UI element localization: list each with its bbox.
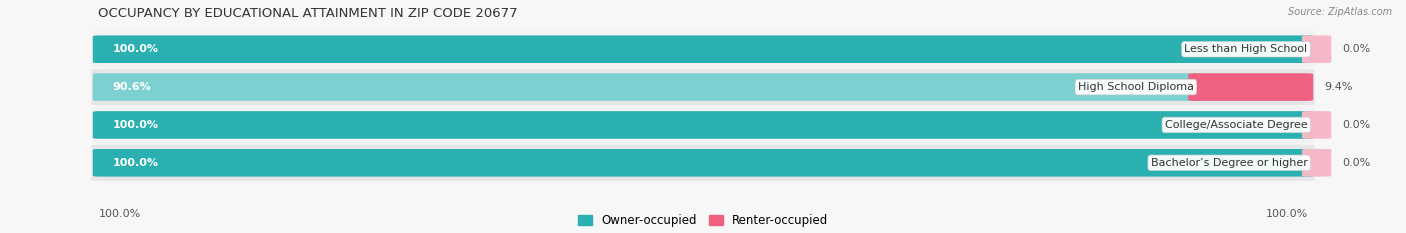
FancyBboxPatch shape: [93, 111, 1313, 139]
Text: College/Associate Degree: College/Associate Degree: [1164, 120, 1308, 130]
Text: OCCUPANCY BY EDUCATIONAL ATTAINMENT IN ZIP CODE 20677: OCCUPANCY BY EDUCATIONAL ATTAINMENT IN Z…: [98, 7, 517, 20]
Text: 0.0%: 0.0%: [1343, 158, 1371, 168]
Text: 0.0%: 0.0%: [1343, 44, 1371, 54]
Text: 100.0%: 100.0%: [112, 44, 159, 54]
Text: Less than High School: Less than High School: [1184, 44, 1308, 54]
FancyBboxPatch shape: [1188, 73, 1313, 101]
Text: 90.6%: 90.6%: [112, 82, 152, 92]
FancyBboxPatch shape: [91, 31, 1315, 67]
Text: 100.0%: 100.0%: [98, 209, 141, 219]
FancyBboxPatch shape: [1302, 149, 1331, 177]
Text: Bachelor’s Degree or higher: Bachelor’s Degree or higher: [1150, 158, 1308, 168]
FancyBboxPatch shape: [93, 149, 1313, 177]
FancyBboxPatch shape: [93, 35, 1313, 63]
Legend: Owner-occupied, Renter-occupied: Owner-occupied, Renter-occupied: [578, 214, 828, 227]
FancyBboxPatch shape: [91, 107, 1315, 143]
FancyBboxPatch shape: [1302, 111, 1331, 139]
Text: 9.4%: 9.4%: [1324, 82, 1353, 92]
Text: 100.0%: 100.0%: [112, 120, 159, 130]
FancyBboxPatch shape: [91, 145, 1315, 181]
FancyBboxPatch shape: [91, 69, 1315, 105]
Text: Source: ZipAtlas.com: Source: ZipAtlas.com: [1288, 7, 1392, 17]
FancyBboxPatch shape: [1302, 35, 1331, 63]
Text: 0.0%: 0.0%: [1343, 120, 1371, 130]
FancyBboxPatch shape: [93, 73, 1199, 101]
Text: High School Diploma: High School Diploma: [1078, 82, 1194, 92]
Text: 100.0%: 100.0%: [112, 158, 159, 168]
Text: 100.0%: 100.0%: [1265, 209, 1308, 219]
